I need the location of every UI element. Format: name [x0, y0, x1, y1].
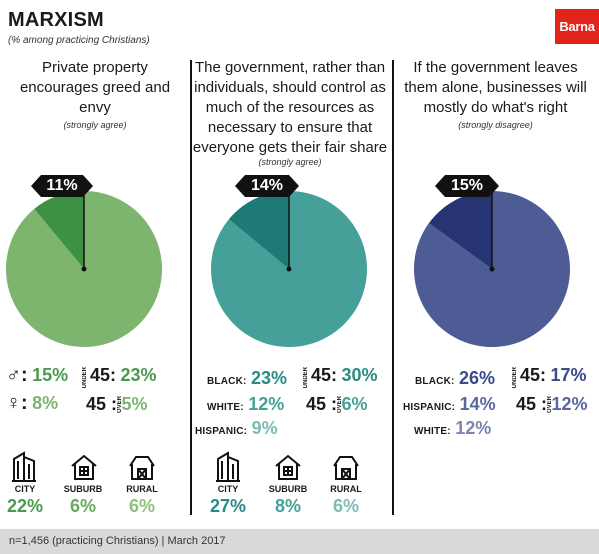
pie-value-badge: 11%: [31, 175, 93, 197]
over-45-stat: 45 OVER : 6%: [306, 394, 368, 414]
pie-slice-highlight: [34, 191, 84, 269]
under-45-value: 23%: [120, 365, 157, 385]
page-title: MARXISM: [8, 9, 104, 31]
pie-value-badge: 15%: [435, 175, 499, 197]
ethnicity-stat: BLACK: 26%: [415, 368, 496, 388]
city-building-icon: [12, 451, 36, 482]
female-stat: ♀: 8%: [6, 392, 58, 415]
column-business-alone: If the government leaves them alone, bus…: [392, 56, 599, 516]
suburb-house-icon: [275, 454, 301, 480]
community-value: 6%: [69, 496, 96, 516]
suburb-house-icon: [71, 454, 97, 480]
question-note: (strongly disagree): [458, 120, 533, 130]
under-45-value: 17%: [550, 365, 587, 385]
column-government-control: The government, rather than individuals,…: [190, 56, 390, 516]
under-label: UNDER: [82, 367, 88, 389]
over-45-value: 12%: [551, 394, 588, 414]
ethnicity-stat: WHITE: 12%: [414, 418, 492, 438]
sample-note: n=1,456 (practicing Christians) | March …: [9, 535, 226, 547]
community-value: 27%: [209, 496, 247, 516]
header: MARXISM (% among practicing Christians) …: [0, 0, 599, 56]
over-45-value: 6%: [341, 394, 368, 414]
column-divider: [392, 60, 394, 515]
female-value: 8%: [32, 393, 59, 413]
under-45-stat: UNDER 45: 23%: [82, 365, 157, 389]
male-value: 15%: [32, 365, 69, 385]
community-label: SUBURB: [63, 484, 103, 494]
over-45-stat: 45 OVER : 5%: [86, 394, 148, 414]
over-45-value: 5%: [121, 394, 148, 414]
page-subtitle: (% among practicing Christians): [8, 35, 150, 46]
ethnicity-stat: HISPANIC: 9%: [195, 418, 278, 438]
community-label: SUBURB: [268, 484, 308, 494]
over-label: OVER: [117, 396, 124, 414]
question-text: The government, rather than individuals,…: [192, 59, 388, 156]
community-value: 6%: [332, 496, 359, 516]
column-private-property: Private property encourages greed and en…: [0, 56, 190, 516]
pie-value-badge: 14%: [235, 175, 299, 197]
question-note: (strongly agree): [258, 157, 322, 167]
male-icon: ♂:: [6, 364, 28, 386]
pie-chart: [414, 190, 570, 347]
under-45-value: 30%: [341, 365, 378, 385]
under-45-stat: UNDER 45: 17%: [512, 365, 587, 389]
ethnicity-stat: BLACK: 23%: [207, 368, 288, 388]
question-text: Private property encourages greed and en…: [19, 59, 171, 116]
rural-barn-icon: [129, 456, 155, 480]
ethnicity-stat: WHITE: 12%: [207, 394, 285, 414]
male-stat: ♂: 15%: [6, 364, 68, 387]
community-label: CITY: [14, 484, 36, 494]
community-value: 6%: [128, 496, 155, 516]
city-building-icon: [216, 451, 240, 482]
pie-slice-highlight: [428, 191, 492, 269]
female-icon: ♀:: [6, 392, 28, 414]
pie-chart: [211, 190, 367, 347]
under-45-stat: UNDER 45: 30%: [303, 365, 378, 389]
age-label: 45: [86, 394, 107, 414]
pie-center-dot: [489, 266, 495, 272]
pie-center-dot: [81, 266, 87, 272]
pie-slice-highlight: [228, 191, 289, 269]
question-text: If the government leaves them alone, bus…: [404, 59, 587, 116]
footer: n=1,456 (practicing Christians) | March …: [0, 529, 599, 554]
community-value: 22%: [6, 496, 44, 516]
question-note: (strongly agree): [63, 120, 127, 130]
ethnicity-stat: HISPANIC: 14%: [403, 394, 496, 414]
community-label: RURAL: [126, 484, 158, 494]
barna-logo: Barna: [555, 9, 599, 44]
rural-barn-icon: [333, 456, 359, 480]
pie-chart: [5, 190, 163, 347]
community-label: CITY: [217, 484, 239, 494]
pie-center-dot: [286, 266, 292, 272]
column-divider: [190, 60, 192, 515]
community-value: 8%: [274, 496, 301, 516]
age-label: 45: [90, 365, 111, 385]
over-45-stat: 45 OVER : 12%: [516, 394, 588, 414]
community-label: RURAL: [330, 484, 362, 494]
